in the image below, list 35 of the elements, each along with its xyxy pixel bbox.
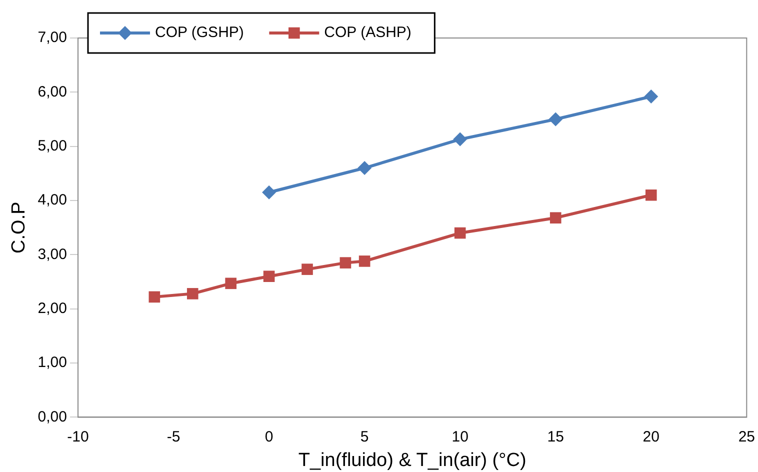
y-tick-label: 6,00 [38,83,67,100]
x-tick-label: -5 [166,428,180,446]
x-tick-label: 5 [360,428,369,446]
y-tick-label: 0,00 [38,408,67,426]
y-tick-label: 3,00 [38,246,67,263]
y-tick-label: 2,00 [38,300,67,317]
point [358,161,372,176]
legend-label: COP (GSHP) [154,24,244,42]
y-tick-label: 1,00 [38,354,67,372]
point [225,278,236,290]
point [645,189,657,201]
point [550,212,562,224]
x-tick-label: 25 [738,428,755,446]
point [186,288,198,300]
point [358,256,370,267]
x-tick-label: 20 [642,428,660,446]
point [302,264,313,275]
x-axis-title: T_in(fluido) & T_in(air) (°C) [298,450,526,471]
legend-label: COP (ASHP) [324,24,412,42]
point [263,270,275,282]
y-tick-label: 7,00 [38,29,67,46]
point [548,112,563,126]
point [644,90,658,104]
x-tick-label: -10 [67,428,89,446]
x-tick-label: 10 [452,428,468,446]
y-tick-label: 4,00 [38,192,67,209]
point [454,227,466,239]
point [340,257,352,268]
y-tick-label: 5,00 [38,137,67,154]
point [453,132,468,146]
point [262,185,276,200]
y-axis-title: C.O.P [8,202,30,254]
x-tick-label: 0 [264,428,274,446]
x-tick-label: 15 [547,428,564,446]
point [148,291,160,303]
